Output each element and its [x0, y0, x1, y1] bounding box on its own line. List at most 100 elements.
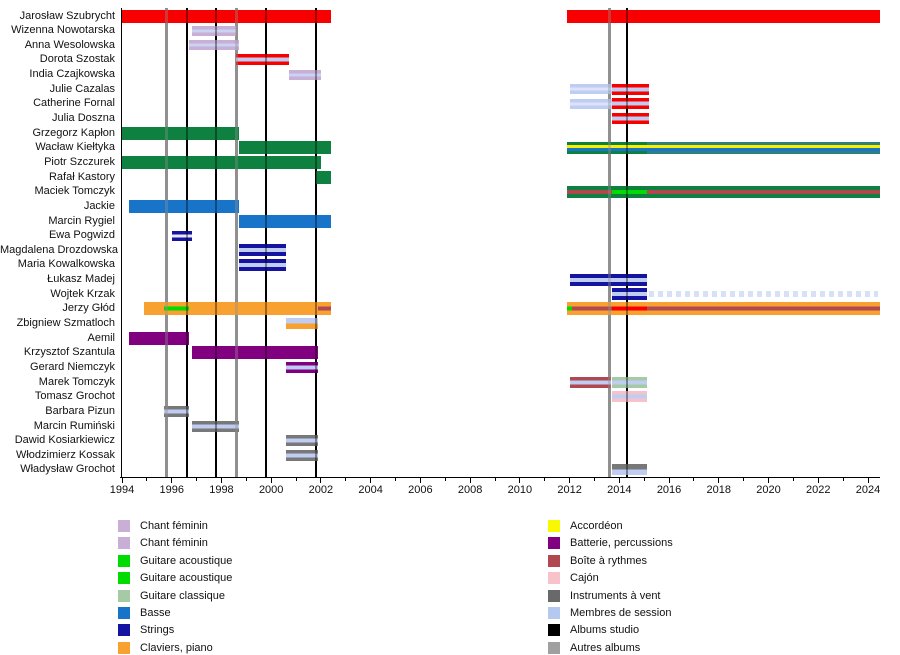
- legend-label: Claviers, piano: [140, 641, 213, 654]
- minor-tick: [245, 478, 247, 481]
- member-name: Tomasz Grochot: [34, 390, 115, 403]
- timeline-bar: [572, 302, 612, 316]
- year-label: 2002: [308, 484, 334, 496]
- minor-tick: [196, 478, 198, 481]
- timeline-bar: [164, 302, 190, 316]
- minor-tick: [544, 478, 546, 481]
- minor-tick: [146, 478, 148, 481]
- timeline-bar: [567, 141, 647, 154]
- album-line-overlay: [265, 8, 268, 477]
- timeline-bar: [649, 291, 878, 298]
- timeline-bar: [611, 98, 650, 110]
- legend-swatch: [118, 537, 130, 550]
- timeline-bar: [122, 126, 239, 140]
- legend-item: Chant féminin: [118, 519, 318, 533]
- timeline-bar: [189, 40, 239, 51]
- album-line-overlay: [185, 8, 188, 477]
- timeline-bar: [567, 9, 881, 23]
- minor-tick: [295, 478, 297, 481]
- minor-tick: [643, 478, 645, 481]
- legend-item: Guitare acoustique: [118, 554, 318, 568]
- album-line: [607, 8, 611, 477]
- legend-label: Instruments à vent: [570, 589, 661, 602]
- legend-swatch: [548, 589, 560, 602]
- timeline-bar: [646, 302, 881, 316]
- timeline-bar: [318, 302, 331, 316]
- member-name: Marek Tomczyk: [38, 375, 115, 388]
- year-label: 2000: [258, 484, 284, 496]
- legend-label: Chant féminin: [140, 537, 208, 550]
- year-label: 2014: [607, 484, 632, 496]
- major-tick: [419, 478, 421, 483]
- timeline-bar: [238, 141, 331, 155]
- legend-item: Instruments à vent: [548, 589, 748, 603]
- member-name: Maria Kowalkowska: [17, 258, 115, 271]
- legend-item: Membres de session: [548, 606, 748, 620]
- major-tick: [220, 478, 222, 483]
- legend-swatch: [548, 554, 560, 567]
- member-name: Barbara Pizun: [45, 404, 115, 417]
- major-tick: [618, 478, 620, 483]
- legend-item: Albums studio: [548, 623, 748, 637]
- member-name: Marcin Rumiński: [33, 419, 115, 432]
- legend-item: Claviers, piano: [118, 641, 318, 655]
- legend-label: Membres de session: [570, 607, 672, 619]
- timeline-bar: [286, 361, 319, 373]
- legend-label: Accordéon: [570, 520, 623, 532]
- timeline-bar: [286, 318, 319, 330]
- timeline-bar: [567, 185, 612, 198]
- album-line: [215, 8, 218, 477]
- legend-item: Boîte à rythmes: [548, 554, 748, 568]
- minor-tick: [792, 478, 794, 481]
- legend-item: Strings: [118, 623, 318, 637]
- member-name: Ewa Pogwizd: [48, 229, 115, 242]
- timeline-bar: [144, 302, 165, 316]
- member-name: Julie Cazalas: [49, 82, 115, 95]
- legend-swatch: [548, 624, 560, 637]
- member-name: Wojtek Krzak: [50, 287, 115, 300]
- legend-label: Autres albums: [570, 641, 641, 654]
- member-name: Marcin Rygiel: [48, 214, 115, 227]
- timeline-bar: [567, 302, 573, 316]
- legend-label: Strings: [140, 624, 175, 637]
- timeline-bar: [129, 331, 190, 345]
- member-name: Wizenna Nowotarska: [11, 24, 115, 37]
- x-axis-line: [120, 477, 881, 478]
- timeline-bar: [288, 69, 321, 80]
- minor-tick: [593, 478, 595, 481]
- legend-swatch: [118, 520, 130, 532]
- y-axis-line: [120, 8, 122, 477]
- timeline-bar: [611, 83, 650, 95]
- major-tick: [121, 478, 123, 483]
- legend-label: Guitare acoustique: [140, 572, 233, 585]
- legend-item: Accordéon: [548, 519, 748, 533]
- legend-label: Cajón: [570, 572, 599, 585]
- timeline-bar: [191, 420, 239, 432]
- member-name: Łukasz Madej: [47, 273, 115, 286]
- major-tick: [370, 478, 372, 483]
- legend-swatch: [548, 520, 560, 532]
- legend-label: Basse: [140, 607, 171, 619]
- album-line: [265, 8, 268, 477]
- timeline-bar: [129, 199, 239, 213]
- timeline-bar: [611, 302, 647, 316]
- member-name: Jarosław Szubrycht: [19, 9, 115, 22]
- timeline-bar: [569, 273, 647, 286]
- timeline-bar: [611, 113, 650, 124]
- legend-swatch: [118, 641, 130, 654]
- member-name: Grzegorz Kapłon: [32, 126, 115, 139]
- timeline-bar: [164, 405, 190, 417]
- timeline-bar: [611, 185, 647, 198]
- album-line-overlay: [215, 8, 218, 477]
- legend-label: Guitare acoustique: [140, 554, 233, 567]
- year-label: 2012: [557, 484, 582, 496]
- timeline-bar: [569, 376, 611, 388]
- timeline-bar: [122, 155, 321, 169]
- legend-swatch: [548, 641, 560, 654]
- member-name: Gerard Niemczyk: [30, 360, 115, 373]
- legend-swatch: [118, 554, 130, 567]
- major-tick: [469, 478, 471, 483]
- year-label: 2018: [706, 484, 732, 496]
- member-name: Jerzy Głód: [62, 302, 115, 315]
